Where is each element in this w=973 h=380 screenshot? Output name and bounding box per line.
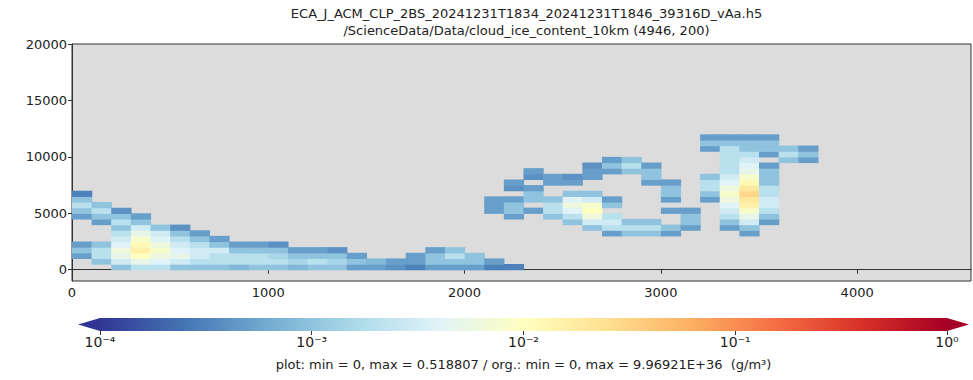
svg-text:4000: 4000 — [841, 285, 874, 300]
svg-text:5000: 5000 — [34, 206, 67, 221]
svg-text:20000: 20000 — [26, 37, 67, 52]
svg-text:10⁰: 10⁰ — [935, 334, 959, 350]
svg-text:ECA_J_ACM_CLP_2BS_20241231T183: ECA_J_ACM_CLP_2BS_20241231T1834_20241231… — [291, 6, 762, 21]
svg-text:10⁻²: 10⁻² — [508, 334, 539, 350]
svg-text:10000: 10000 — [26, 149, 67, 164]
svg-text:/ScienceData/Data/cloud_ice_co: /ScienceData/Data/cloud_ice_content_10km… — [343, 23, 709, 38]
svg-text:0: 0 — [68, 285, 76, 300]
svg-text:plot: min = 0, max = 0.518807: plot: min = 0, max = 0.518807 / org.: mi… — [276, 357, 772, 372]
svg-text:10⁻¹: 10⁻¹ — [720, 334, 751, 350]
svg-text:10⁻³: 10⁻³ — [296, 334, 327, 350]
svg-text:10⁻⁴: 10⁻⁴ — [85, 334, 116, 350]
svg-text:0: 0 — [59, 262, 67, 277]
svg-text:1000: 1000 — [252, 285, 285, 300]
svg-text:15000: 15000 — [26, 93, 67, 108]
svg-text:2000: 2000 — [448, 285, 481, 300]
svg-text:3000: 3000 — [644, 285, 677, 300]
